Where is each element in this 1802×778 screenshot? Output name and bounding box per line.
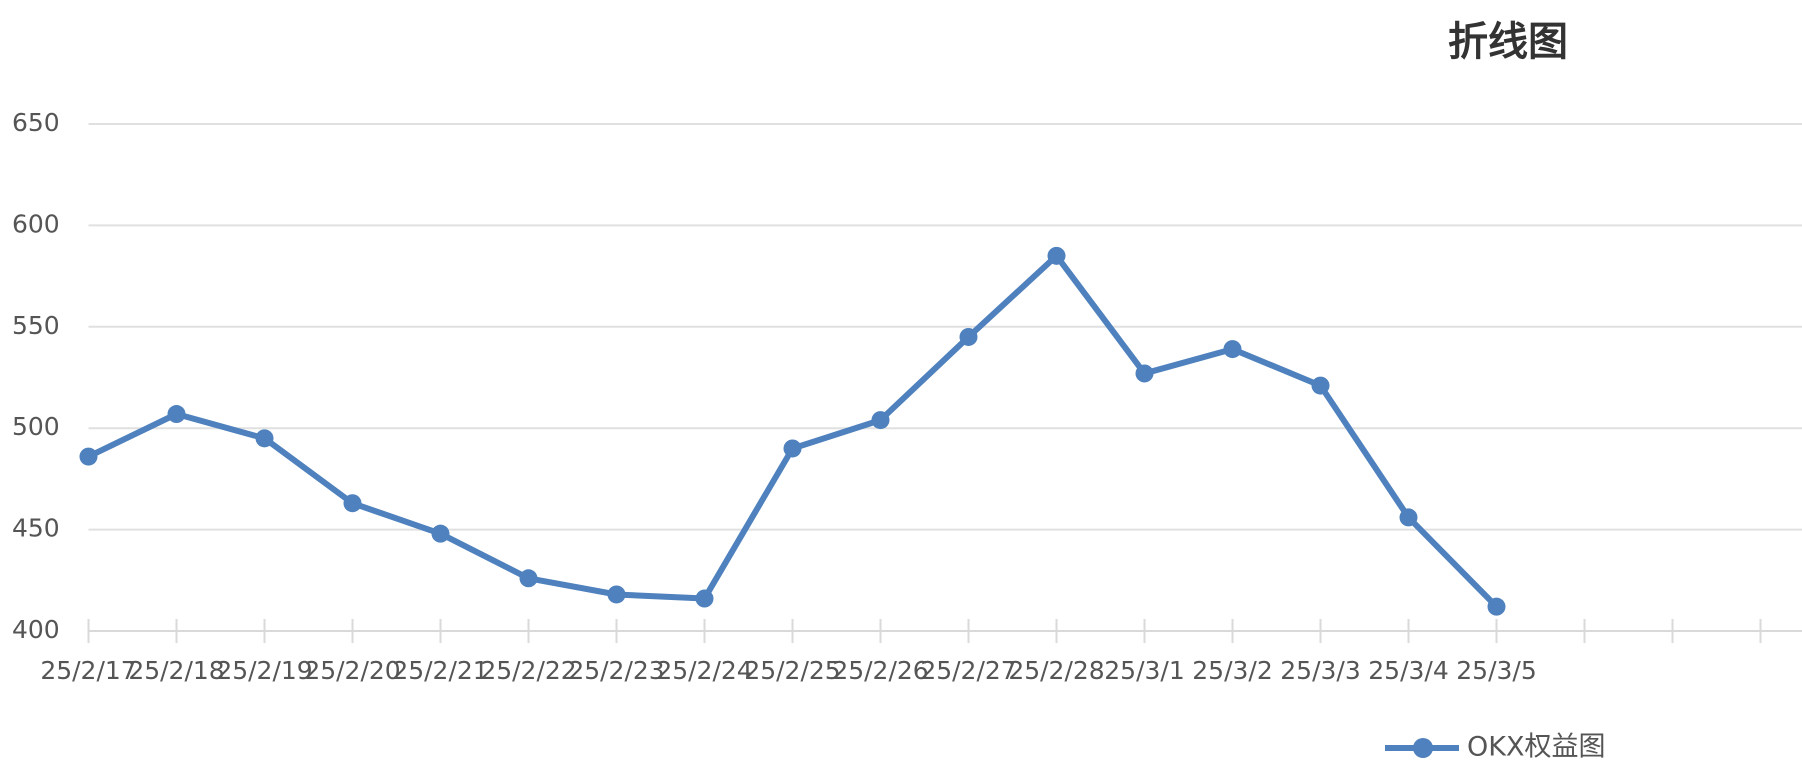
y-tick-label: 550 — [12, 311, 60, 340]
data-point — [519, 569, 538, 588]
data-point — [1223, 340, 1242, 359]
x-tick-label: 25/2/28 — [1008, 656, 1104, 685]
data-point — [343, 494, 362, 513]
x-tick-label: 25/2/22 — [480, 656, 576, 685]
chart-title: 折线图 — [1448, 19, 1568, 65]
data-point — [959, 327, 978, 346]
data-point — [871, 411, 890, 430]
x-tick-label: 25/2/21 — [392, 656, 488, 685]
x-tick-label: 25/2/24 — [656, 656, 752, 685]
y-tick-label: 400 — [12, 615, 60, 644]
data-point — [431, 524, 450, 543]
x-tick-label: 25/2/26 — [832, 656, 928, 685]
data-point — [1311, 376, 1330, 395]
x-tick-label: 25/3/5 — [1456, 656, 1536, 685]
y-tick-label: 600 — [12, 209, 60, 238]
x-tick-label: 25/2/27 — [920, 656, 1016, 685]
y-tick-label: 450 — [12, 514, 60, 543]
series-line — [87, 252, 1499, 609]
data-point — [1135, 364, 1154, 383]
y-tick-label: 650 — [12, 108, 60, 137]
x-tick-label: 25/2/25 — [744, 656, 840, 685]
x-tick-label: 25/2/17 — [40, 656, 136, 685]
data-point — [607, 585, 626, 604]
x-tick-label: 25/2/23 — [568, 656, 664, 685]
legend-label: OKX权益图 — [1467, 732, 1605, 763]
data-point — [79, 447, 98, 466]
x-tick-label: 25/3/1 — [1104, 656, 1184, 685]
x-tick-label: 25/3/3 — [1280, 656, 1360, 685]
data-point — [695, 589, 714, 608]
data-point — [1047, 246, 1066, 265]
data-point — [1487, 597, 1506, 616]
data-point — [167, 405, 186, 424]
data-point — [1399, 508, 1418, 527]
x-tick-label: 25/2/18 — [128, 656, 224, 685]
y-tick-label: 500 — [12, 412, 60, 441]
data-point — [783, 439, 802, 458]
legend-marker — [1413, 738, 1433, 758]
x-tick-label: 25/2/19 — [216, 656, 312, 685]
x-tick-label: 25/3/4 — [1368, 656, 1448, 685]
x-tick-label: 25/2/20 — [304, 656, 400, 685]
data-point — [255, 429, 274, 448]
x-tick-label: 25/3/2 — [1192, 656, 1272, 685]
